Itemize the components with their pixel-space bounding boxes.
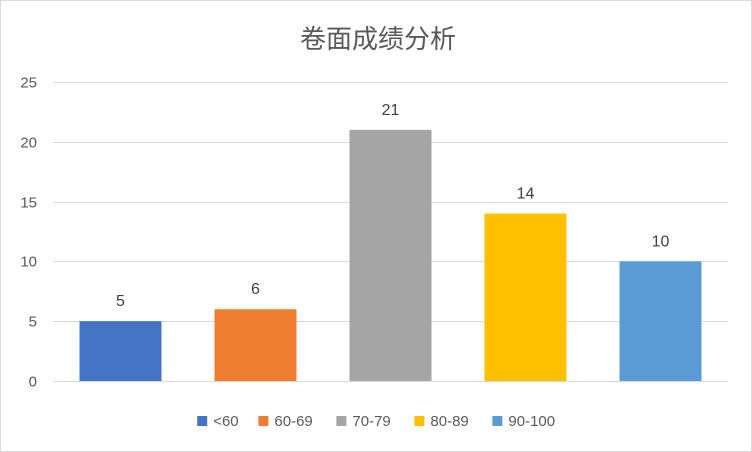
y-tick-label: 15: [20, 195, 37, 212]
legend-label: 90-100: [508, 413, 555, 430]
legend-swatch: [414, 416, 425, 426]
data-label: 6: [251, 281, 260, 298]
legend: <60 60-69 70-79 80-89 90-100: [197, 413, 555, 430]
legend-item: 70-79: [336, 413, 391, 430]
y-tick-label: 0: [29, 374, 37, 391]
legend-label: <60: [213, 413, 238, 430]
legend-swatch: [336, 416, 347, 426]
legend-label: 70-79: [352, 413, 390, 430]
legend-item: 60-69: [258, 413, 313, 430]
legend-label: 60-69: [274, 413, 312, 430]
bar: [79, 321, 162, 381]
legend-item: <60: [197, 413, 239, 430]
legend-swatch: [197, 416, 208, 426]
legend-item: 80-89: [414, 413, 469, 430]
y-tick-label: 5: [29, 314, 37, 331]
bar: [349, 129, 432, 381]
data-label: 10: [652, 233, 670, 250]
legend-swatch: [492, 416, 503, 426]
y-tick-label: 25: [20, 75, 37, 92]
legend-label: 80-89: [430, 413, 468, 430]
data-labels: 5 6 21 14 10: [116, 102, 669, 310]
y-tick-label: 20: [20, 135, 37, 152]
y-tick-label: 10: [20, 254, 37, 271]
bar: [214, 309, 297, 381]
bar: [484, 213, 567, 381]
data-label: 14: [517, 186, 535, 203]
data-label: 21: [382, 102, 400, 119]
legend-item: 90-100: [492, 413, 555, 430]
bar: [619, 261, 702, 381]
chart-title: 卷面成绩分析: [300, 25, 456, 55]
data-label: 5: [116, 293, 125, 310]
bars: [79, 129, 702, 381]
y-axis-ticks: 0 5 10 15 20 25: [20, 75, 37, 391]
legend-swatch: [258, 416, 269, 426]
